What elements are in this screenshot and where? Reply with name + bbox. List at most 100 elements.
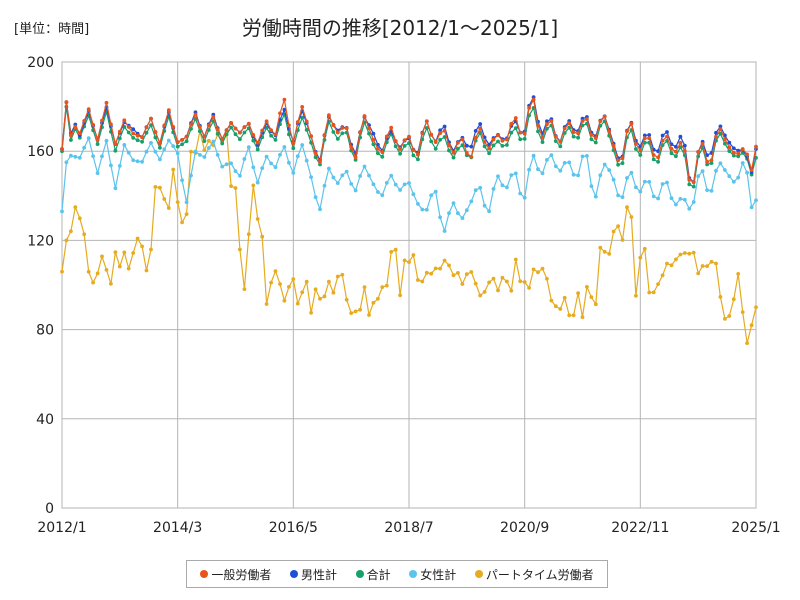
data-point <box>358 174 362 178</box>
data-point <box>736 148 741 153</box>
y-tick-label: 160 <box>27 144 54 160</box>
data-point <box>540 140 545 145</box>
data-point <box>616 162 620 167</box>
data-point <box>700 264 705 268</box>
data-point <box>553 164 558 169</box>
data-point <box>500 275 505 280</box>
data-point <box>153 130 158 134</box>
data-point <box>69 133 73 138</box>
y-tick-label: 200 <box>27 55 54 71</box>
data-point <box>429 132 434 137</box>
data-point <box>135 159 140 164</box>
data-point <box>206 123 211 128</box>
data-point <box>505 143 509 147</box>
x-tick-label: 2025/1 <box>731 520 780 536</box>
data-point <box>95 142 100 147</box>
data-point <box>513 126 518 130</box>
data-point <box>371 142 376 147</box>
data-point <box>585 154 589 158</box>
data-point <box>255 147 260 152</box>
data-point <box>674 154 678 159</box>
data-point <box>731 297 736 302</box>
data-point <box>696 150 701 154</box>
data-point <box>407 134 411 139</box>
data-point <box>60 147 64 151</box>
data-point <box>740 147 745 151</box>
data-point <box>82 119 87 123</box>
legend-item-general: 一般労働者 <box>200 566 271 583</box>
data-point <box>273 165 278 170</box>
data-point <box>175 151 180 156</box>
data-point <box>389 173 394 178</box>
data-point <box>754 144 758 149</box>
data-point <box>251 165 256 170</box>
data-point <box>420 131 425 136</box>
data-point <box>629 170 634 175</box>
data-point <box>740 310 745 314</box>
data-point <box>723 141 727 146</box>
data-point <box>424 207 429 212</box>
x-tick-labels: 2012/1 2014/3 2016/5 2018/7 2020/9 2022/11 202… <box>37 520 780 536</box>
data-point <box>562 126 567 131</box>
data-point <box>611 229 616 234</box>
legend-item-parttime: パートタイム労働者 <box>474 566 594 583</box>
data-point <box>545 119 549 124</box>
data-point <box>260 234 265 239</box>
data-point <box>135 236 140 241</box>
data-point <box>536 129 540 134</box>
data-point <box>64 100 69 105</box>
data-point <box>607 168 612 173</box>
data-point <box>246 232 251 237</box>
data-point <box>117 136 122 141</box>
data-point <box>215 153 220 157</box>
data-point <box>100 118 104 123</box>
data-point <box>482 203 487 208</box>
data-point <box>407 260 411 264</box>
data-point <box>260 166 265 171</box>
data-point <box>149 247 153 252</box>
data-point <box>104 268 109 272</box>
data-point <box>171 125 176 129</box>
data-point <box>131 127 136 131</box>
data-point <box>384 283 389 288</box>
data-point <box>393 144 398 149</box>
data-point <box>340 131 345 136</box>
data-point <box>424 270 429 275</box>
data-point <box>180 138 185 142</box>
data-point <box>144 130 149 135</box>
data-point <box>616 224 620 229</box>
data-point <box>95 271 100 276</box>
data-point <box>140 139 145 144</box>
data-point <box>674 202 678 207</box>
data-point <box>433 140 438 145</box>
data-point <box>251 133 256 137</box>
data-point <box>398 147 402 151</box>
data-point <box>456 146 460 151</box>
data-point <box>438 131 442 136</box>
data-point <box>567 125 572 130</box>
data-point <box>380 150 385 155</box>
data-point <box>598 119 603 124</box>
data-point <box>158 141 162 146</box>
data-point <box>509 121 514 126</box>
data-point <box>513 257 518 262</box>
data-point <box>576 131 580 136</box>
data-point <box>113 148 118 153</box>
data-point <box>264 119 269 124</box>
data-point <box>371 131 376 136</box>
data-point <box>73 205 78 210</box>
data-point <box>251 138 256 143</box>
data-point <box>513 171 518 176</box>
data-point <box>273 132 278 137</box>
data-point <box>411 253 416 257</box>
data-point <box>300 105 305 109</box>
data-point <box>344 169 349 174</box>
data-point <box>113 250 118 255</box>
data-point <box>122 250 127 255</box>
data-point <box>371 300 376 305</box>
data-point <box>593 194 598 199</box>
data-point <box>531 95 536 99</box>
data-point <box>180 142 185 147</box>
data-point <box>198 153 202 157</box>
data-point <box>723 137 727 142</box>
